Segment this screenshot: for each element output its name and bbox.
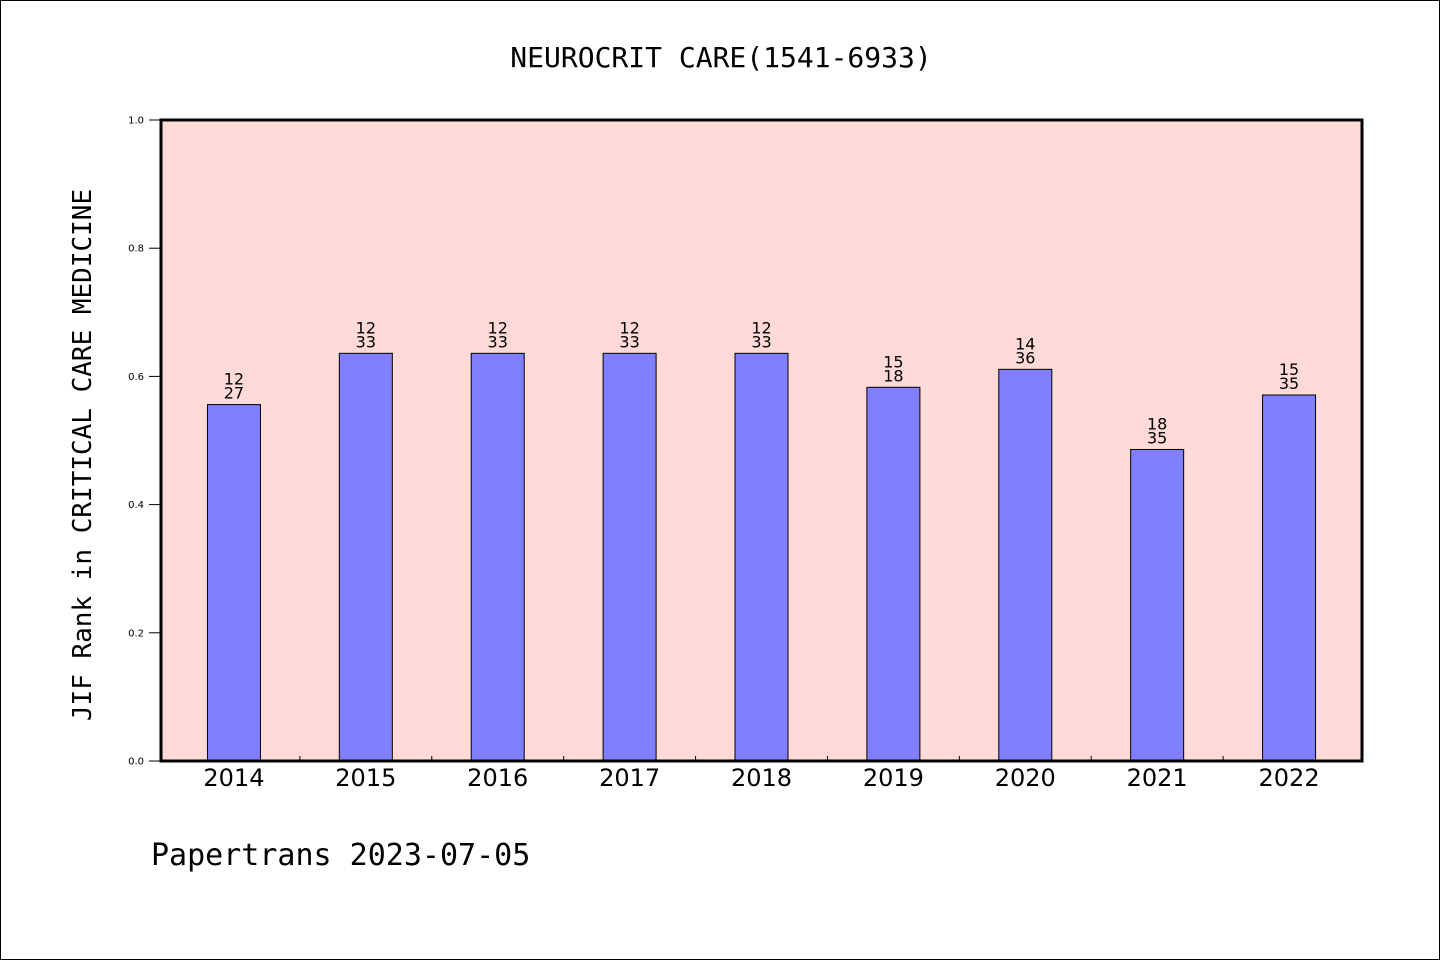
bar-rank-label: 15 bbox=[883, 352, 903, 371]
bars-group bbox=[206, 352, 1317, 762]
bar-total-label: 36 bbox=[1015, 348, 1035, 367]
bar-2017 bbox=[602, 352, 657, 762]
bar-2019 bbox=[866, 386, 921, 762]
bar-rank-label: 12 bbox=[488, 318, 508, 337]
y-tick-label: 0.6 bbox=[128, 372, 144, 383]
bar-total-label: 27 bbox=[224, 384, 244, 403]
x-tick-label: 2018 bbox=[731, 764, 792, 792]
x-tick-label: 2020 bbox=[995, 764, 1056, 792]
x-tick-label: 2021 bbox=[1127, 764, 1188, 792]
chart-title: NEUROCRIT CARE(1541-6933) bbox=[510, 41, 931, 74]
y-axis-ticks: 0.0 0.2 0.4 0.6 0.8 1.0 bbox=[128, 116, 161, 768]
x-tick-label: 2019 bbox=[863, 764, 924, 792]
bar-total-label: 35 bbox=[1147, 428, 1167, 447]
bar-2016 bbox=[470, 352, 525, 762]
bar-total-label: 33 bbox=[751, 332, 771, 351]
x-tick-label: 2017 bbox=[599, 764, 660, 792]
plot-border bbox=[159, 118, 1364, 763]
y-axis-label: JIF Rank in CRITICAL CARE MEDICINE bbox=[68, 189, 98, 721]
bar-total-label: 33 bbox=[356, 332, 376, 351]
bar-rank-label: 18 bbox=[1147, 414, 1167, 433]
y-tick-label: 0.2 bbox=[128, 628, 144, 639]
y-tick-label: 1.0 bbox=[128, 116, 144, 127]
bar-rank-label: 12 bbox=[619, 318, 639, 337]
x-tick-label: 2016 bbox=[467, 764, 528, 792]
y-tick-label: 0.0 bbox=[128, 757, 144, 768]
footer-note: Papertrans 2023-07-05 bbox=[151, 838, 530, 873]
bar-rank-label: 12 bbox=[751, 318, 771, 337]
x-tick-label: 2015 bbox=[335, 764, 396, 792]
bar-2022 bbox=[1262, 394, 1317, 762]
x-axis-ticks: 2014 2015 2016 2017 2018 2019 2020 2021 2022 bbox=[203, 756, 1320, 792]
bar-rank-label: 15 bbox=[1279, 360, 1299, 379]
bar-2015 bbox=[338, 352, 393, 762]
bar-total-label: 35 bbox=[1279, 374, 1299, 393]
y-tick-label: 0.8 bbox=[128, 244, 144, 255]
bar-2018 bbox=[734, 352, 789, 762]
y-tick-label: 0.4 bbox=[128, 500, 144, 511]
bar-rank-label: 12 bbox=[224, 370, 244, 389]
x-tick-label: 2022 bbox=[1259, 764, 1320, 792]
bar-rank-label: 14 bbox=[1015, 334, 1035, 353]
bar-total-label: 33 bbox=[619, 332, 639, 351]
bar-total-label: 18 bbox=[883, 366, 903, 385]
x-tick-label: 2014 bbox=[203, 764, 264, 792]
bar-total-label: 33 bbox=[488, 332, 508, 351]
bar-rank-label: 12 bbox=[356, 318, 376, 337]
bar-2020 bbox=[998, 368, 1053, 762]
bar-2014 bbox=[206, 404, 261, 762]
bar-2021 bbox=[1130, 448, 1185, 762]
